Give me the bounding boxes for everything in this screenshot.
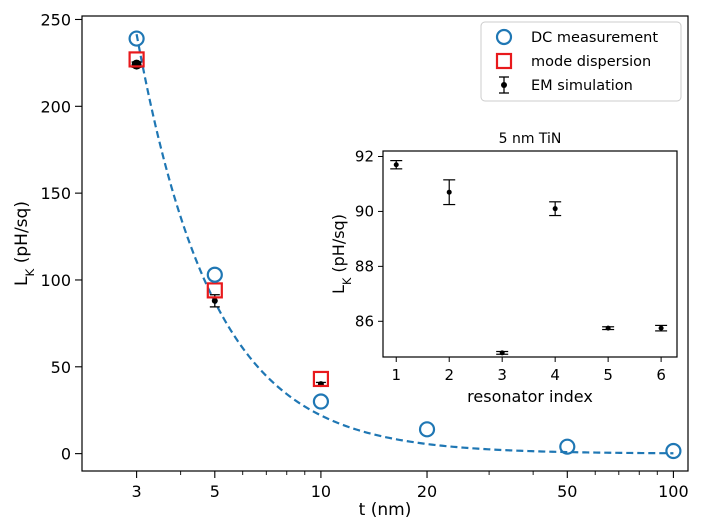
main-plot-frame (81, 15, 689, 472)
y-axis-label: LK (pH/sq) (12, 201, 37, 286)
inset-x-tick-label: 6 (656, 366, 666, 384)
inset-y-tick-label: 90 (355, 202, 374, 220)
x-tick-label: 50 (557, 482, 577, 501)
inset-point (446, 189, 452, 195)
inset-x-tick-label: 3 (497, 366, 507, 384)
inset-x-tick-label: 1 (391, 366, 401, 384)
y-tick-label: 200 (40, 97, 71, 116)
inset-point (605, 325, 611, 331)
inset-point (658, 325, 664, 331)
x-tick-label: 10 (311, 482, 331, 501)
inset-y-axis-label: LK (pH/sq) (329, 214, 354, 294)
inset-x-axis-label: resonator index (467, 387, 593, 406)
main-plot: 3 5 10 20 50 100 0 50 100 150 200 250 t (nm) LK (pH/s… (12, 10, 689, 520)
y-tick-label: 0 (61, 445, 71, 464)
inset-x-tick-label: 5 (603, 366, 613, 384)
x-axis-label: t (nm) (359, 500, 412, 520)
inset-x-tick-label: 2 (444, 366, 454, 384)
legend-label: DC measurement (531, 30, 658, 46)
inset-frame (382, 150, 678, 358)
dc-measurement-point (665, 442, 682, 460)
dc-measurement-point (559, 438, 576, 455)
inset-y-tick-label: 88 (355, 257, 374, 275)
fit-curve (135, 33, 674, 455)
inset-point (499, 350, 505, 356)
x-tick-label: 3 (132, 482, 142, 501)
inset-y-tick-label: 86 (355, 312, 374, 330)
legend-label: mode dispersion (531, 54, 651, 70)
dc-measurement-point (128, 30, 145, 47)
legend-label: EM simulation (531, 78, 633, 94)
legend-box (480, 21, 682, 102)
y-tick-label: 100 (40, 271, 71, 290)
x-tick-label: 5 (210, 482, 220, 501)
legend-em-marker (501, 82, 507, 88)
dc-measurement-point (312, 393, 330, 410)
inset-point (552, 206, 558, 212)
y-tick-label: 150 (40, 184, 71, 203)
y-tick-label: 250 (40, 10, 71, 29)
dc-measurement-point (206, 266, 223, 283)
x-tick-label: 20 (417, 482, 437, 501)
legend: DC measurement mode dispersion EM simulati… (480, 21, 682, 102)
y-tick-label: 50 (51, 358, 71, 377)
em-point (211, 297, 218, 304)
mode-dispersion-point (128, 51, 145, 68)
x-tick-label: 100 (658, 482, 689, 501)
inset-plot: 5 nm TiN 1 2 3 4 5 6 86 88 90 92 resonator index LK … (329, 131, 678, 406)
inset-title: 5 nm TiN (499, 131, 562, 147)
mode-dispersion-point (312, 370, 330, 388)
inset-x-tick-label: 4 (550, 366, 560, 384)
dc-measurement-point (418, 421, 436, 438)
legend-mode-marker (495, 52, 513, 70)
inset-point (393, 162, 399, 168)
mode-dispersion-point (206, 282, 223, 299)
em-point (131, 59, 142, 70)
inset-y-tick-label: 92 (355, 147, 374, 165)
legend-dc-marker (495, 28, 513, 46)
